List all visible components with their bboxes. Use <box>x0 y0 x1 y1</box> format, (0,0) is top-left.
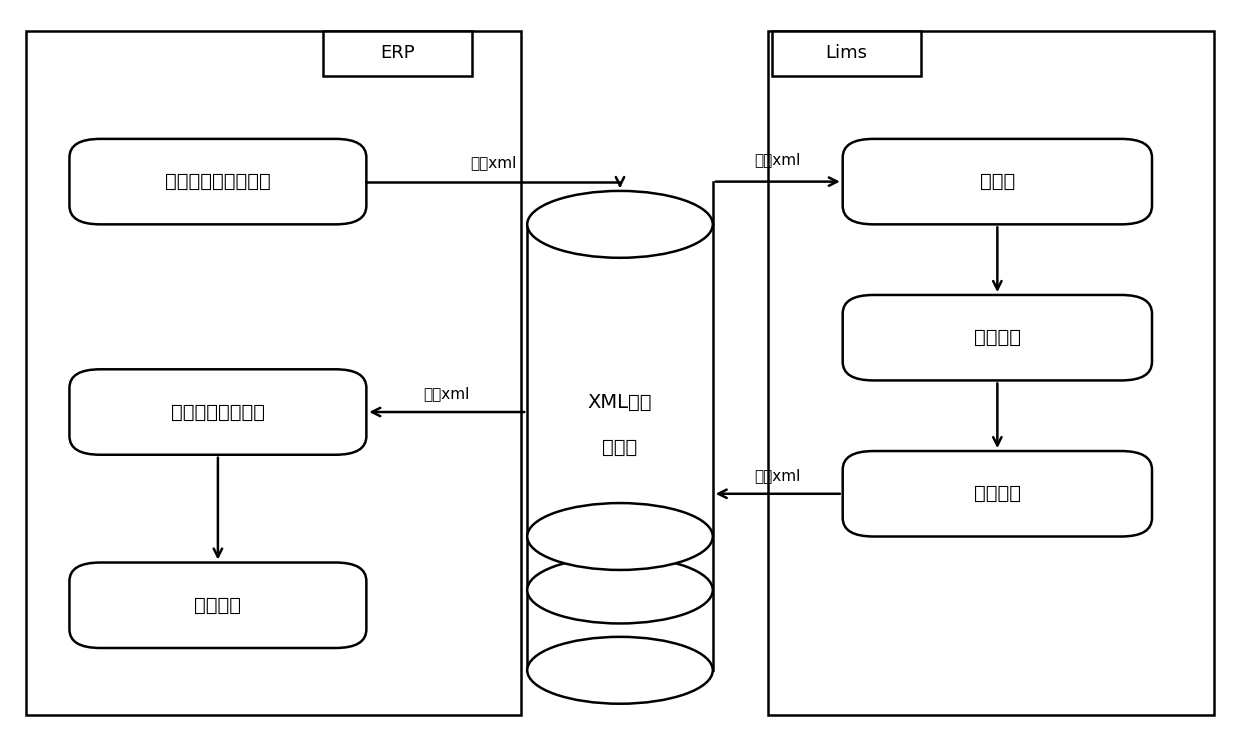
Text: 请验任务检验状态: 请验任务检验状态 <box>171 403 265 421</box>
FancyBboxPatch shape <box>69 139 366 225</box>
Text: 放行工作: 放行工作 <box>195 596 242 615</box>
Bar <box>324 31 471 75</box>
Bar <box>26 31 521 715</box>
Bar <box>769 31 1214 715</box>
Ellipse shape <box>527 557 713 624</box>
Bar <box>773 31 920 75</box>
Text: ERP: ERP <box>379 45 414 63</box>
FancyBboxPatch shape <box>69 369 366 455</box>
FancyBboxPatch shape <box>843 139 1152 225</box>
Text: 检验结束: 检验结束 <box>973 484 1021 504</box>
Text: 生成xml: 生成xml <box>755 468 801 483</box>
Text: 检验工作: 检验工作 <box>973 328 1021 347</box>
Text: 请验单: 请验单 <box>980 172 1016 191</box>
Text: 请验单作为请验任务: 请验单作为请验任务 <box>165 172 270 191</box>
FancyBboxPatch shape <box>69 562 366 648</box>
Text: 服务器: 服务器 <box>603 438 637 457</box>
Text: 生成xml: 生成xml <box>470 155 516 171</box>
Ellipse shape <box>527 503 713 570</box>
Text: Lims: Lims <box>826 45 868 63</box>
Text: 读取xml: 读取xml <box>755 152 801 167</box>
Text: XML文件: XML文件 <box>588 393 652 413</box>
FancyBboxPatch shape <box>843 451 1152 536</box>
Text: 读取xml: 读取xml <box>424 386 470 401</box>
Bar <box>527 225 713 671</box>
FancyBboxPatch shape <box>843 295 1152 380</box>
Ellipse shape <box>527 191 713 258</box>
Ellipse shape <box>527 637 713 703</box>
